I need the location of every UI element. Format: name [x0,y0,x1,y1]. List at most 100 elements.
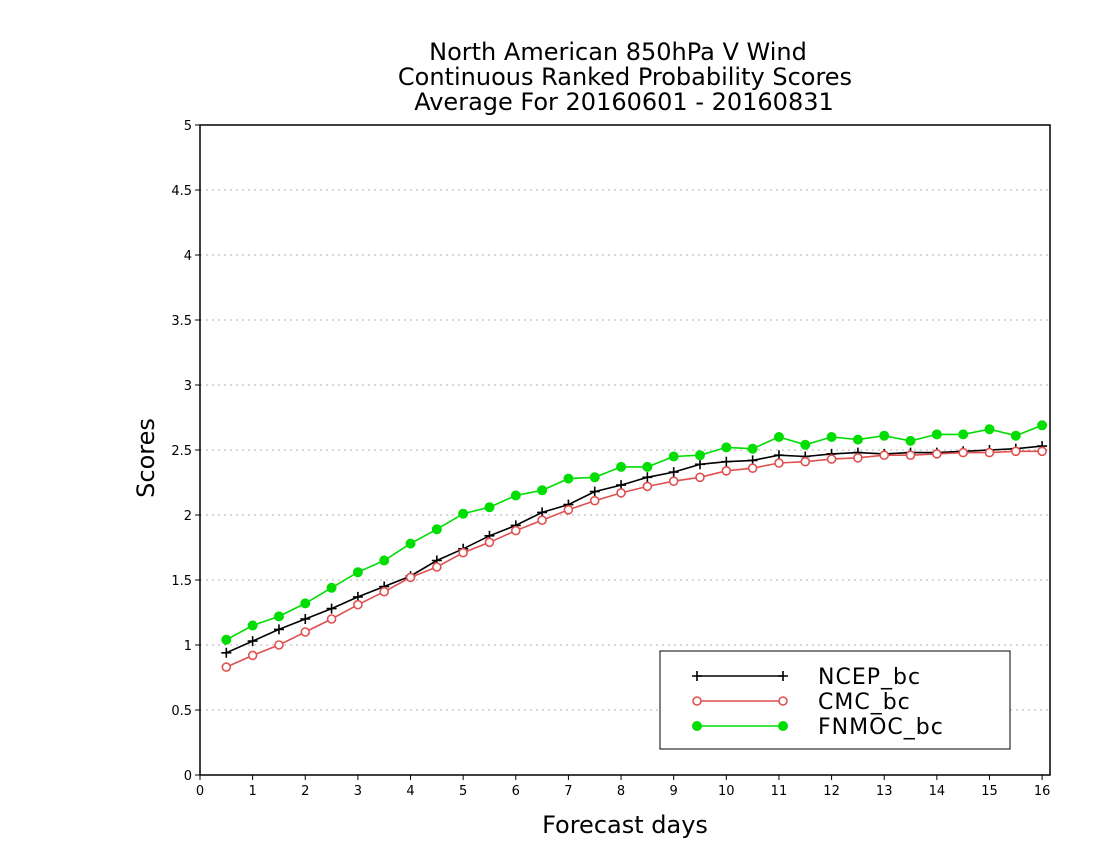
legend-label: CMC_bc [818,690,911,715]
data-point [221,662,232,672]
data-point [984,424,995,435]
legend-box [659,650,1011,750]
data-point [352,567,363,578]
data-point [431,524,442,535]
data-point [774,458,784,468]
data-point [800,456,811,467]
legend-item: FNMOC_bc [692,715,943,740]
data-point [273,611,284,622]
data-point [1010,430,1021,441]
data-point [484,537,495,548]
x-tick-label: 13 [876,784,893,799]
data-point [221,634,232,645]
grid [200,189,1050,711]
y-tick-label: 4.5 [171,184,192,199]
x-tick-label: 9 [670,784,678,799]
data-point [563,473,574,484]
data-point [773,432,784,442]
x-axis-ticks: 0 1 2 3 4 5 6 7 8 9 10 11 12 13 14 15 16 [196,775,1051,799]
data-point [274,640,284,650]
data-point [616,488,626,498]
y-axis-label: Scores [132,418,160,498]
data-point [326,582,337,593]
data-point [642,481,653,492]
data-point [747,463,758,474]
data-point [537,485,548,496]
data-point [1010,446,1021,457]
data-point [800,439,811,450]
data-point [879,430,890,441]
data-point [826,454,837,464]
x-tick-label: 2 [301,784,309,799]
data-point [589,486,600,497]
data-point [642,461,653,472]
data-point [300,598,311,609]
data-point [905,450,916,461]
data-point [353,599,363,610]
data-point [379,555,390,566]
legend-item: NCEP_bc [692,665,921,690]
series-line [225,424,1043,641]
y-tick-label: 1.5 [171,574,192,589]
chart-title-line-1: North American 850hPa V Wind [429,38,807,66]
data-point [778,671,788,681]
data-point [695,472,705,483]
data-point [300,614,311,624]
series-cmc-bc [221,446,1047,672]
data-point [642,472,653,483]
chart-title: North American 850hPa V Wind Continuous … [398,38,852,116]
x-tick-label: 4 [406,784,414,799]
y-tick-label: 0.5 [171,704,192,719]
x-tick-label: 16 [1034,784,1051,799]
x-tick-label: 5 [459,784,467,799]
data-point [379,586,390,597]
data-point [247,650,258,661]
chart-title-line-3: Average For 20160601 - 20160831 [414,88,834,116]
data-point [692,721,702,731]
data-point [695,459,705,470]
y-tick-label: 2 [184,509,192,524]
data-point [958,447,968,458]
data-point [326,614,337,624]
data-point [458,547,468,558]
data-point [778,696,788,706]
y-tick-label: 2.5 [171,444,192,459]
x-tick-label: 12 [823,784,840,799]
data-point [300,627,311,637]
data-point [721,465,732,476]
data-point [537,515,547,526]
data-point [273,624,284,635]
series-ncep-bc [221,441,1048,658]
data-point [984,447,995,458]
x-tick-label: 8 [617,784,625,799]
series-fnmoc-bc [221,420,1048,645]
data-point [958,429,969,440]
data-point [931,429,942,440]
data-point [458,508,469,519]
data-point [721,456,732,467]
data-point [247,620,258,631]
x-tick-label: 10 [718,784,735,799]
y-tick-label: 3.5 [171,314,192,329]
data-point [879,450,890,461]
legend-label: NCEP_bc [818,665,921,690]
data-point [616,461,627,472]
plot-frame [199,124,1051,776]
data-point [932,449,942,459]
x-tick-label: 11 [771,784,788,799]
data-point [405,572,416,583]
y-tick-label: 1 [184,639,192,654]
x-axis-label: Forecast days [542,811,708,839]
data-point [853,452,863,463]
data-point [221,647,232,658]
y-tick-label: 0 [184,769,192,784]
x-tick-label: 1 [248,784,256,799]
data-point [692,671,702,681]
y-tick-label: 4 [184,249,192,264]
legend-item: CMC_bc [692,690,911,715]
data-point [668,451,679,462]
data-point [563,504,574,515]
data-point [432,562,442,572]
